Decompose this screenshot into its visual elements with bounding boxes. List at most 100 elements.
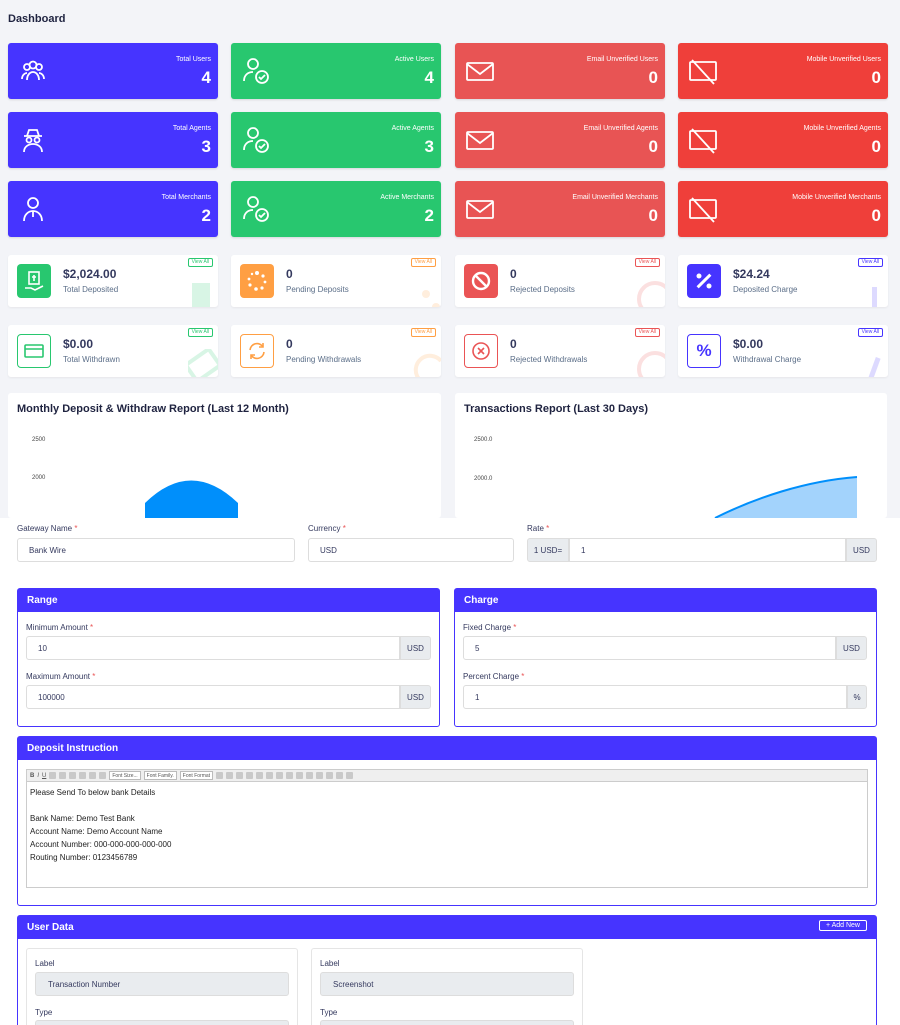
- rate-input[interactable]: 1: [569, 538, 846, 562]
- indent-icon[interactable]: [216, 772, 224, 779]
- money-hand-icon: [192, 283, 210, 307]
- stat-value: 3: [424, 137, 434, 156]
- unlink-icon[interactable]: [256, 772, 264, 779]
- stat-card-total-merchants[interactable]: Total Merchants 2: [8, 181, 218, 237]
- field-label-input[interactable]: Transaction Number: [35, 972, 289, 996]
- widget-label: Rejected Deposits: [510, 285, 575, 294]
- y-tick-label: 2000.0: [474, 476, 493, 482]
- link-icon[interactable]: [246, 772, 254, 779]
- stat-card-active-merchants[interactable]: Active Merchants 2: [231, 181, 441, 237]
- editor-line: Routing Number: 0123456789: [30, 853, 138, 862]
- align-center-icon[interactable]: [59, 772, 67, 779]
- rate-label: Rate *: [527, 524, 550, 533]
- stat-card-mobile-unverified-merchants[interactable]: Mobile Unverified Merchants 0: [678, 181, 888, 237]
- view-all-link[interactable]: View All: [634, 328, 660, 337]
- align-left-icon[interactable]: [49, 772, 57, 779]
- currency-input[interactable]: USD: [308, 538, 514, 562]
- field-type-select[interactable]: [35, 1020, 289, 1025]
- min-amount-input[interactable]: 10: [26, 636, 400, 660]
- align-justify-icon[interactable]: [79, 772, 87, 779]
- stat-card-total-users[interactable]: Total Users 4: [8, 43, 218, 99]
- percent-charge-label: Percent Charge *: [463, 672, 525, 681]
- color-icon[interactable]: [266, 772, 274, 779]
- stat-card-email-unverified-merchants[interactable]: Email Unverified Merchants 0: [455, 181, 665, 237]
- refresh-icon: [413, 353, 441, 377]
- widget-rejected-withdrawals: 0 Rejected Withdrawals View All: [455, 325, 665, 377]
- stat-label: Email Unverified Merchants: [572, 194, 658, 201]
- field-type-select[interactable]: [320, 1020, 574, 1025]
- user-check-icon: [243, 127, 269, 153]
- editor-content[interactable]: Please Send To below bank Details Bank N…: [27, 782, 867, 868]
- view-all-link[interactable]: View All: [187, 328, 213, 337]
- subscript-icon[interactable]: [296, 772, 304, 779]
- widget-label: Withdrawal Charge: [733, 355, 802, 364]
- view-all-link[interactable]: View All: [857, 328, 883, 337]
- stat-value: 2: [424, 206, 434, 225]
- times-circle-icon: [637, 351, 665, 377]
- widget-withdrawal-charge: % $0.00 Withdrawal Charge View All: [678, 325, 888, 377]
- view-all-link[interactable]: View All: [187, 258, 213, 267]
- editor-line: Account Number: 000-000-000-000-000: [30, 840, 172, 849]
- max-amount-input[interactable]: 100000: [26, 685, 400, 709]
- background-color-icon[interactable]: [276, 772, 284, 779]
- stat-card-email-unverified-users[interactable]: Email Unverified Users 0: [455, 43, 665, 99]
- field-type-caption: Type: [320, 1008, 338, 1017]
- superscript-icon[interactable]: [306, 772, 314, 779]
- font-family-select[interactable]: Font Family.: [143, 771, 177, 780]
- editor-line: Please Send To below bank Details: [30, 788, 156, 797]
- rich-text-editor[interactable]: B I U Font Size... Font Family. Font For…: [26, 769, 868, 888]
- stat-value: 0: [648, 68, 658, 87]
- widget-label: Rejected Withdrawals: [510, 355, 588, 364]
- stat-card-email-unverified-agents[interactable]: Email Unverified Agents 0: [455, 112, 665, 168]
- y-tick-label: 2000: [32, 475, 46, 481]
- stat-card-mobile-unverified-agents[interactable]: Mobile Unverified Agents 0: [678, 112, 888, 168]
- italic-icon[interactable]: I: [37, 772, 40, 779]
- table-icon[interactable]: [286, 772, 294, 779]
- chart-title: Monthly Deposit & Withdraw Report (Last …: [17, 403, 289, 415]
- strikethrough-icon[interactable]: [316, 772, 324, 779]
- font-size-select[interactable]: Font Size...: [109, 771, 141, 780]
- stat-value: 2: [201, 206, 211, 225]
- font-format-select[interactable]: Font Format: [179, 771, 214, 780]
- transactions-series-line: [714, 476, 858, 518]
- percent-charge-input[interactable]: 1: [463, 685, 847, 709]
- stat-value: 0: [871, 137, 881, 156]
- outdent-icon[interactable]: [226, 772, 234, 779]
- envelope-icon: [466, 200, 494, 219]
- mobile-off-icon: [689, 197, 717, 223]
- remove-format-icon[interactable]: [326, 772, 334, 779]
- view-all-link[interactable]: View All: [410, 328, 436, 337]
- fixed-charge-input[interactable]: 5: [463, 636, 836, 660]
- percent-icon: [868, 356, 881, 377]
- view-all-link[interactable]: View All: [410, 258, 436, 267]
- widget-pending-withdrawals: 0 Pending Withdrawals View All: [231, 325, 441, 377]
- credit-card-icon: [188, 349, 218, 377]
- stat-value: 3: [201, 137, 211, 156]
- stat-card-total-agents[interactable]: Total Agents 3: [8, 112, 218, 168]
- ordered-list-icon[interactable]: [89, 772, 97, 779]
- gateway-name-input[interactable]: Bank Wire: [17, 538, 295, 562]
- stat-card-active-agents[interactable]: Active Agents 3: [231, 112, 441, 168]
- rate-prefix: 1 USD=: [527, 538, 569, 562]
- stat-label: Total Users: [175, 56, 211, 63]
- spinner-icon: [422, 290, 440, 307]
- unordered-list-icon[interactable]: [99, 772, 107, 779]
- view-all-link[interactable]: View All: [857, 258, 883, 267]
- field-label-input[interactable]: Screenshot: [320, 972, 574, 996]
- stat-label: Email Unverified Users: [586, 56, 658, 63]
- view-all-link[interactable]: View All: [634, 258, 660, 267]
- envelope-icon: [466, 62, 494, 81]
- horizontal-rule-icon[interactable]: [336, 772, 344, 779]
- monthly-chart-plot: [145, 480, 238, 518]
- align-right-icon[interactable]: [69, 772, 77, 779]
- underline-icon[interactable]: U: [42, 772, 47, 779]
- image-icon[interactable]: [236, 772, 244, 779]
- widget-value: 0: [510, 337, 517, 351]
- stat-card-mobile-unverified-users[interactable]: Mobile Unverified Users 0: [678, 43, 888, 99]
- mobile-off-icon: [689, 59, 717, 85]
- min-amount-unit: USD: [400, 636, 431, 660]
- stat-card-active-users[interactable]: Active Users 4: [231, 43, 441, 99]
- html-source-icon[interactable]: [346, 772, 354, 779]
- bold-icon[interactable]: B: [30, 772, 35, 779]
- add-new-button[interactable]: + Add New: [818, 920, 867, 931]
